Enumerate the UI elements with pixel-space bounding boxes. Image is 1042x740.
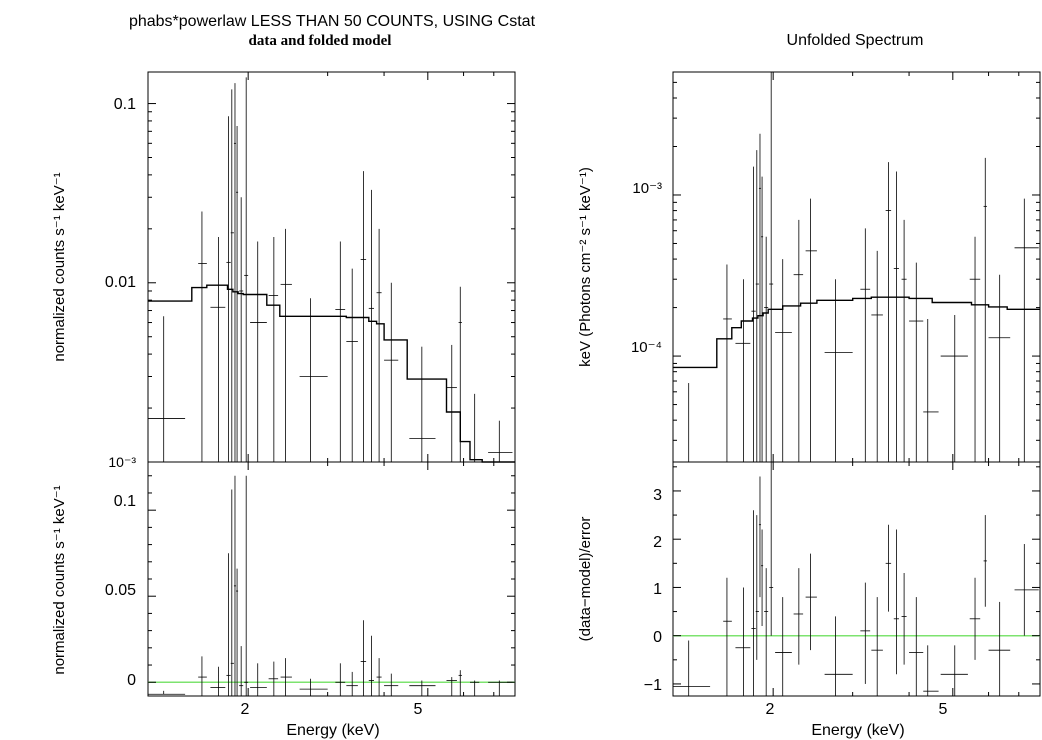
right-xlabel: Energy (keV) — [811, 722, 904, 739]
left-bottom-ytick-0: 0 — [127, 672, 136, 689]
left-bottom-ylabel: normalized counts s⁻¹ keV⁻¹ — [51, 485, 68, 674]
left-top-ytick-0.01: 0.01 — [105, 274, 136, 291]
right-bottom-ytick-3: 3 — [653, 487, 662, 504]
left-bottom-ytick-0.1: 0.1 — [114, 493, 136, 510]
right-bottom-ytick-2: 2 — [653, 534, 662, 551]
right-bottom-frame — [672, 461, 1041, 697]
left-xlabel: Energy (keV) — [286, 722, 379, 739]
right-bottom-ylabel: (data−model)/error — [577, 517, 594, 642]
right-xtick-2: 2 — [766, 701, 775, 718]
right-top-ytick-1e-4: 10⁻⁴ — [631, 339, 662, 356]
right-bottom-ytick-0: 0 — [653, 629, 662, 646]
left-top-ylabel: normalized counts s⁻¹ keV⁻¹ — [51, 172, 68, 361]
right-title: Unfolded Spectrum — [787, 32, 924, 49]
left-xtick-5: 5 — [414, 701, 423, 718]
right-bottom-ytick-1: 1 — [653, 581, 662, 598]
left-bottom-ytick-0.05: 0.05 — [105, 582, 136, 599]
left-subtitle: data and folded model — [249, 33, 392, 49]
left-xtick-2: 2 — [241, 701, 250, 718]
right-top-model-step — [673, 296, 1040, 369]
right-top-ytick-1e-3: 10⁻³ — [632, 180, 662, 197]
left-title: phabs*powerlaw LESS THAN 50 COUNTS, USIN… — [129, 13, 536, 30]
right-bottom-ytick-m1: −1 — [644, 677, 662, 694]
right-top-ylabel: keV (Photons cm⁻² s⁻¹ keV⁻¹) — [577, 167, 594, 367]
right-xtick-5: 5 — [939, 701, 948, 718]
left-bottom-frame — [147, 461, 516, 697]
left-top-ytick-1e-3: 10⁻³ — [108, 454, 136, 470]
left-top-ytick-0.1: 0.1 — [114, 96, 136, 113]
chart-marks — [148, 72, 1040, 696]
